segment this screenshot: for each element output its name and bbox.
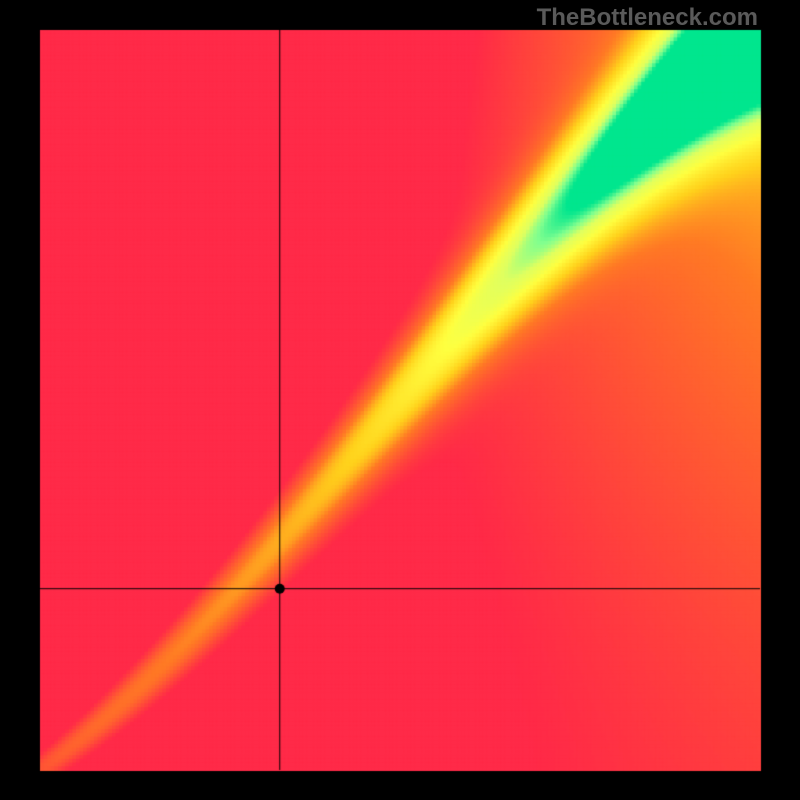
bottleneck-heatmap — [0, 0, 800, 800]
watermark-text: TheBottleneck.com — [537, 4, 758, 32]
